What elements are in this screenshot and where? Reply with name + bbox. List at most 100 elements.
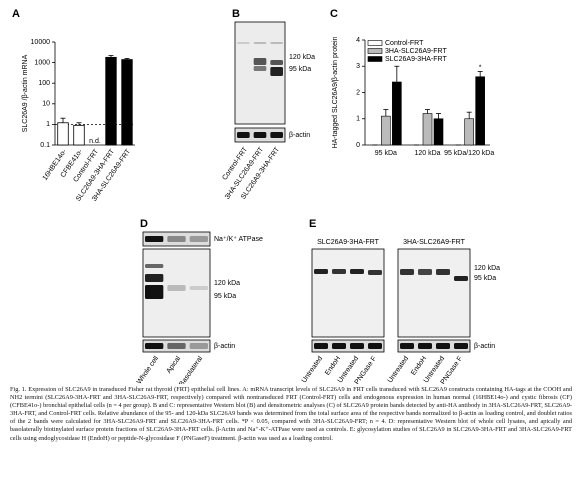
panel-label: C — [330, 8, 338, 20]
band — [145, 343, 164, 349]
y-tick-label: 100 — [38, 80, 50, 87]
band — [167, 285, 186, 291]
band — [332, 343, 346, 349]
legend-label: 3HA-SLC26A9-FRT — [385, 48, 447, 55]
band — [270, 67, 283, 76]
y-tick-label: 0 — [356, 142, 360, 149]
blot-label: 95 kDa — [214, 293, 236, 300]
lane-label: Apical — [165, 355, 182, 375]
blot — [311, 248, 385, 338]
y-tick-label: 1000 — [34, 59, 50, 66]
panel-label: B — [232, 8, 240, 20]
blot-label: SLC26A9-3HA-FRT — [317, 239, 379, 246]
band — [253, 66, 267, 71]
band — [270, 42, 283, 44]
blot-label: 120 kDa — [214, 280, 240, 287]
blot-label: β-actin — [214, 343, 235, 350]
band — [237, 132, 250, 138]
y-tick-label: 10 — [42, 101, 50, 108]
band — [454, 343, 468, 349]
band — [368, 270, 382, 275]
band — [418, 343, 432, 349]
caption: Fig. 1. Expression of SLC26A9 in transdu… — [10, 386, 572, 442]
band — [189, 286, 208, 290]
band — [253, 58, 267, 65]
bar — [422, 113, 433, 146]
band — [145, 264, 164, 268]
lane-label: Untreated — [301, 355, 324, 384]
lane-label: EndoH — [410, 355, 428, 377]
y-tick-label: 2 — [356, 89, 360, 96]
panel-label: E — [309, 218, 316, 230]
y-tick-label: 1 — [356, 116, 360, 123]
band — [350, 343, 364, 349]
y-tick-label: 10000 — [31, 39, 51, 46]
lane-label: Untreated — [387, 355, 410, 384]
blot — [397, 248, 471, 338]
band — [436, 269, 450, 275]
band — [270, 60, 283, 65]
y-tick-label: 4 — [356, 37, 360, 44]
x-tick-label: 95 kDa/120 kDa — [444, 150, 494, 157]
legend-label: SLC26A9-3HA-FRT — [385, 56, 447, 63]
bar — [73, 124, 85, 146]
annotation: * — [479, 64, 482, 71]
band — [237, 42, 250, 44]
y-tick-label: 3 — [356, 63, 360, 70]
legend-swatch — [367, 48, 383, 54]
band — [314, 343, 328, 349]
blot-label: 120 kDa — [289, 54, 315, 61]
blot-label: β-actin — [289, 132, 310, 139]
band — [189, 236, 208, 242]
legend-label: Control-FRT — [385, 40, 424, 47]
bar — [381, 115, 391, 146]
band — [418, 269, 432, 275]
bar — [433, 118, 444, 146]
x-tick-label: 120 kDa — [414, 150, 440, 157]
band — [167, 343, 186, 349]
band — [332, 269, 346, 274]
band — [189, 343, 208, 349]
band — [145, 285, 164, 299]
y-axis-label: HA-tagged SLC26A9/β-actin protein — [332, 36, 339, 148]
panel-label: A — [12, 8, 20, 20]
band — [253, 132, 267, 138]
blot-label: 95 kDa — [474, 275, 496, 282]
bar — [105, 56, 117, 146]
band — [454, 276, 468, 281]
band — [436, 343, 450, 349]
blot-label: 95 kDa — [289, 66, 311, 73]
blot — [311, 339, 385, 353]
panel-label: D — [140, 218, 148, 230]
annotation: n.d. — [89, 138, 101, 145]
band — [400, 343, 414, 349]
band — [350, 269, 364, 274]
bar — [57, 122, 69, 146]
legend-swatch — [367, 56, 383, 62]
lane-label: EndoH — [324, 355, 342, 377]
bar — [464, 118, 474, 146]
band — [253, 42, 267, 44]
legend-swatch — [367, 40, 383, 46]
bar — [121, 59, 133, 146]
blot-label: β-actin — [474, 343, 495, 350]
band — [145, 274, 164, 282]
blot — [397, 339, 471, 353]
blot-label: 3HA-SLC26A9-FRT — [403, 239, 465, 246]
band — [314, 269, 328, 274]
band — [400, 269, 414, 275]
band — [368, 343, 382, 349]
lane-label: Whole cell — [136, 355, 161, 384]
bar — [475, 76, 485, 146]
y-tick-label: 0.1 — [40, 142, 50, 149]
band — [145, 236, 164, 242]
band — [167, 236, 186, 242]
y-tick-label: 1 — [46, 121, 50, 128]
blot-label: 120 kDa — [474, 265, 500, 272]
band — [270, 132, 283, 138]
y-axis-label: SLC26A9 /β-actin mRNA — [22, 54, 29, 132]
x-tick-label: 95 kDa — [375, 150, 397, 157]
blot-label: Na⁺/K⁺ ATPase — [214, 236, 263, 243]
